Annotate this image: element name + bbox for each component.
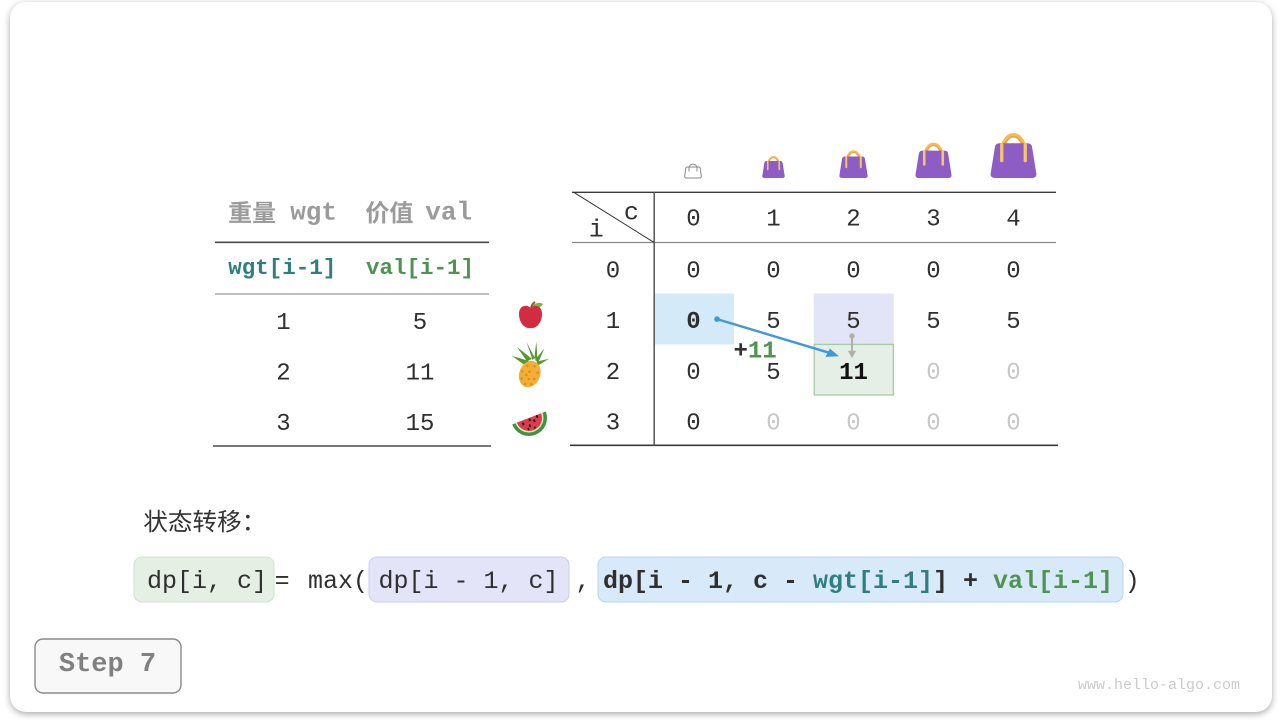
svg-text:max(: max( [308, 567, 368, 596]
svg-text:0: 0 [686, 207, 700, 234]
svg-text:dp[i, c]: dp[i, c] [147, 567, 267, 596]
svg-text:0: 0 [846, 258, 860, 285]
svg-text:2: 2 [606, 360, 620, 387]
svg-text:val[i-1]: val[i-1] [366, 255, 474, 281]
svg-text:15: 15 [406, 411, 435, 438]
svg-text:3: 3 [606, 410, 620, 437]
svg-text:1: 1 [606, 309, 620, 336]
svg-text:5: 5 [926, 309, 940, 336]
svg-text:1: 1 [276, 310, 290, 337]
svg-text:5: 5 [1006, 309, 1020, 336]
svg-text:wgt: wgt [290, 198, 337, 228]
svg-text:Step 7: Step 7 [59, 650, 156, 680]
svg-text:0: 0 [606, 258, 620, 285]
svg-text:3: 3 [276, 411, 290, 438]
svg-text:0: 0 [1006, 258, 1020, 285]
svg-text:0: 0 [1006, 360, 1020, 387]
svg-text:2: 2 [846, 207, 860, 234]
svg-text:0: 0 [686, 360, 700, 387]
svg-text:0: 0 [766, 258, 780, 285]
svg-text:0: 0 [846, 410, 860, 437]
svg-text:val: val [425, 198, 472, 228]
svg-text:0: 0 [926, 258, 940, 285]
svg-text:4: 4 [1006, 207, 1020, 234]
svg-text:dp[i - 1, c]: dp[i - 1, c] [378, 567, 558, 596]
svg-text:5: 5 [766, 309, 780, 336]
svg-text:5: 5 [846, 309, 860, 336]
svg-text:0: 0 [686, 258, 700, 285]
svg-text:0: 0 [926, 360, 940, 387]
svg-text:): ) [1125, 567, 1140, 596]
svg-text:=: = [275, 567, 290, 596]
svg-text:,: , [575, 567, 590, 596]
svg-text:i: i [589, 216, 604, 245]
svg-text:0: 0 [766, 410, 780, 437]
svg-text:1: 1 [766, 207, 780, 234]
svg-text:5: 5 [766, 360, 780, 387]
svg-text:0: 0 [1006, 410, 1020, 437]
svg-text:0: 0 [686, 410, 700, 437]
svg-text:0: 0 [686, 309, 700, 336]
svg-text:2: 2 [276, 360, 290, 387]
svg-text:11: 11 [406, 360, 435, 387]
svg-text:3: 3 [926, 207, 940, 234]
svg-text:+11: +11 [734, 339, 777, 366]
svg-text:wgt[i-1]: wgt[i-1] [228, 255, 336, 281]
svg-text:www.hello-algo.com: www.hello-algo.com [1078, 677, 1240, 694]
svg-text:c: c [624, 199, 639, 228]
svg-text:5: 5 [413, 310, 427, 337]
svg-text:11: 11 [839, 360, 868, 387]
svg-text:dp[i - 1, c - wgt[i-1]] + val[: dp[i - 1, c - wgt[i-1]] + val[i-1] [603, 567, 1113, 596]
svg-text:0: 0 [926, 410, 940, 437]
